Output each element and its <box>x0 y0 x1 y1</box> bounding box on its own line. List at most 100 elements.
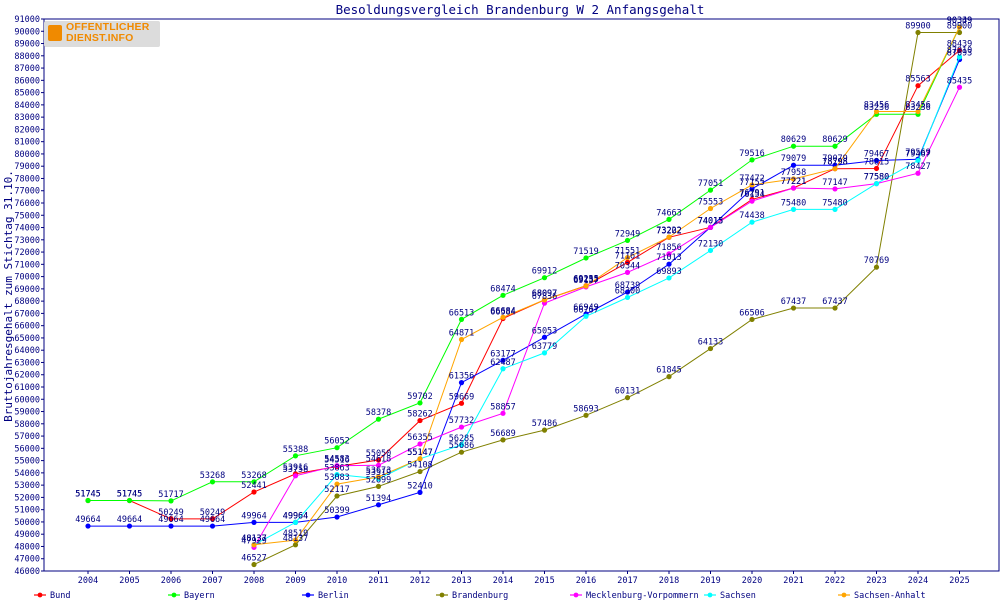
data-point-mecklenburg-vorpommern <box>749 198 755 204</box>
data-label-mecklenburg-vorpommern: 85435 <box>947 76 973 86</box>
data-label-berlin: 77155 <box>739 178 765 188</box>
data-label-mecklenburg-vorpommern: 53758 <box>283 465 309 475</box>
data-point-bayern <box>790 143 797 149</box>
legend-label-bayern: Bayern <box>184 591 215 600</box>
data-point-sachsen <box>873 181 880 187</box>
data-point-sachsen-anhalt <box>749 182 755 188</box>
y-tick-label: 82000 <box>14 125 40 135</box>
data-point-bayern <box>832 143 838 149</box>
data-label-sachsen: 69893 <box>656 267 682 277</box>
x-tick-label: 2011 <box>368 576 388 586</box>
data-point-sachsen-anhalt <box>666 234 672 240</box>
data-point-berlin <box>458 380 465 386</box>
data-label-mecklenburg-vorpommern: 69157 <box>573 276 599 286</box>
y-tick-label: 55000 <box>14 457 40 467</box>
y-tick-label: 87000 <box>14 64 40 74</box>
data-label-berlin: 49664 <box>75 515 101 525</box>
data-point-berlin <box>85 523 91 529</box>
data-label-bayern: 66513 <box>449 308 475 318</box>
data-label-bayern: 58378 <box>366 408 392 418</box>
data-label-bund: 88439 <box>947 39 973 49</box>
x-tick-label: 2007 <box>202 576 222 586</box>
data-label-bund: 52441 <box>241 481 267 491</box>
data-point-sachsen-anhalt <box>541 297 548 303</box>
legend-marker-sachsen-anhalt <box>841 592 847 598</box>
data-label-bund: 78798 <box>822 158 848 168</box>
data-label-bund: 78815 <box>864 157 890 167</box>
data-point-berlin <box>126 523 133 529</box>
data-label-bayern: 83236 <box>864 103 890 113</box>
data-point-mecklenburg-vorpommern <box>707 224 714 230</box>
y-tick-label: 62000 <box>14 371 40 381</box>
data-point-bayern <box>251 479 257 485</box>
data-label-bayern: 79516 <box>739 149 765 159</box>
data-label-bayern: 69912 <box>532 267 558 277</box>
data-label-bayern: 53268 <box>241 471 267 481</box>
x-tick-label: 2010 <box>327 576 347 586</box>
chart-title: Besoldungsvergleich Brandenburg W 2 Anfa… <box>336 2 705 17</box>
y-tick-label: 83000 <box>14 113 40 123</box>
data-label-berlin: 74015 <box>698 216 724 226</box>
data-label-berlin: 49664 <box>200 515 226 525</box>
data-label-sachsen: 77580 <box>864 173 890 183</box>
legend: Bund Bayern Berlin Brandenburg Mecklenburg-V… <box>34 591 926 601</box>
y-tick-label: 67000 <box>14 309 40 319</box>
data-point-mecklenburg-vorpommern <box>666 251 672 257</box>
data-label-sachsen: 75480 <box>781 198 807 208</box>
data-point-bayern <box>583 255 589 261</box>
data-point-berlin <box>375 502 382 508</box>
y-tick-label: 64000 <box>14 346 40 356</box>
data-point-berlin <box>251 519 257 525</box>
y-tick-label: 48000 <box>14 542 40 552</box>
data-label-bayern: 51745 <box>75 490 101 500</box>
data-label-berlin: 79079 <box>822 154 848 164</box>
legend-marker-mecklenburg-vorpommern <box>573 592 579 598</box>
data-label-bayern: 51717 <box>158 490 184 500</box>
data-point-berlin <box>541 334 548 340</box>
logo-icon <box>48 25 62 41</box>
data-point-sachsen <box>583 313 589 319</box>
data-label-berlin: 49664 <box>158 515 184 525</box>
data-label-brandenburg: 57486 <box>532 419 558 429</box>
data-label-bayern: 71519 <box>573 247 599 257</box>
data-point-bayern <box>541 275 548 281</box>
y-tick-label: 63000 <box>14 358 40 368</box>
data-label-sachsen-anhalt: 48519 <box>283 529 309 539</box>
data-label-bund: 58262 <box>407 410 433 420</box>
data-point-brandenburg <box>334 493 340 499</box>
data-point-sachsen-anhalt <box>956 24 963 30</box>
series-line-brandenburg <box>253 32 960 565</box>
data-point-sachsen <box>500 366 506 372</box>
data-label-bayern: 77051 <box>698 179 724 189</box>
legend-label-brandenburg: Brandenburg <box>452 591 508 600</box>
data-label-sachsen-anhalt: 73222 <box>656 226 682 236</box>
data-label-bund: 53916 <box>283 463 309 473</box>
data-label-bayern: 80629 <box>781 135 807 145</box>
data-point-sachsen-anhalt <box>334 481 340 487</box>
data-label-bayern: 51745 <box>117 490 143 500</box>
data-point-brandenburg <box>541 427 548 433</box>
data-label-bund: 51745 <box>75 490 101 500</box>
data-point-berlin <box>666 261 672 267</box>
y-tick-label: 54000 <box>14 469 40 479</box>
data-label-mecklenburg-vorpommern: 70344 <box>615 261 641 271</box>
data-label-brandenburg: 70769 <box>864 256 890 266</box>
data-label-brandenburg: 61845 <box>656 366 682 376</box>
data-label-berlin: 63177 <box>490 349 516 359</box>
data-label-brandenburg: 66506 <box>739 308 765 318</box>
data-label-sachsen: 53863 <box>324 464 350 474</box>
data-point-bund <box>375 457 382 463</box>
data-point-brandenburg <box>956 29 963 36</box>
y-tick-label: 91000 <box>14 15 40 25</box>
x-tick-label: 2013 <box>451 576 471 586</box>
data-label-bayern: 90349 <box>947 16 973 26</box>
x-tick-label: 2025 <box>949 576 969 586</box>
data-label-mecklenburg-vorpommern: 58857 <box>490 402 516 412</box>
data-label-bayern: 83236 <box>905 103 931 113</box>
data-label-bayern: 53268 <box>200 471 226 481</box>
data-label-sachsen: 62487 <box>490 358 516 368</box>
y-tick-label: 59000 <box>14 408 40 418</box>
data-label-bayern: 59702 <box>407 392 433 402</box>
data-point-berlin <box>168 523 174 529</box>
